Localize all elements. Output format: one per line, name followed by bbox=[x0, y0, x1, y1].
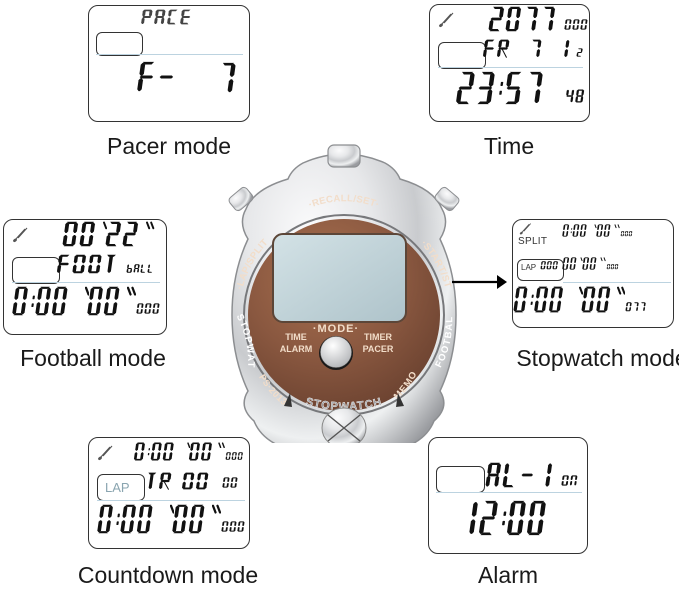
svg-text:·MODE·: ·MODE· bbox=[313, 323, 359, 335]
svg-text:TIMER: TIMER bbox=[364, 332, 392, 342]
svg-text:ALARM: ALARM bbox=[280, 344, 313, 354]
svg-text:PACER: PACER bbox=[363, 344, 394, 354]
svg-text:TIME: TIME bbox=[285, 332, 307, 342]
